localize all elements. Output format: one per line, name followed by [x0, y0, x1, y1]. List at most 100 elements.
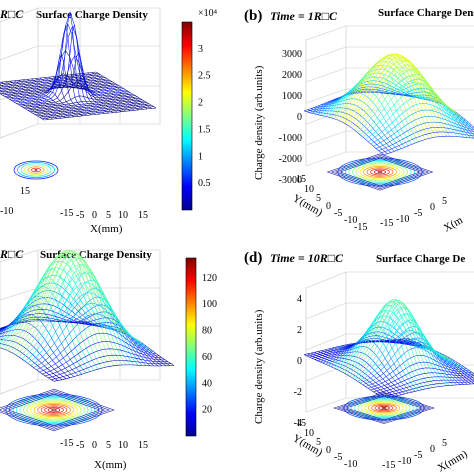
- surface-mesh-line: [0, 339, 63, 380]
- contour-ring: [344, 160, 416, 184]
- surface-mesh-line: [30, 303, 151, 366]
- panel-d-ztick: -4: [294, 418, 302, 429]
- contour-ring: [26, 400, 82, 420]
- panel-a-ytick: -10: [0, 206, 13, 217]
- surface-mesh-line: [325, 326, 430, 365]
- surface-mesh-line: [373, 116, 474, 147]
- surface-mesh-line: [359, 82, 465, 135]
- panel-d-x-ticks: -15 -10 -5 0 5: [382, 438, 447, 471]
- colorbar-tick-label: 60: [202, 352, 212, 363]
- surface-mesh-line: [34, 102, 147, 115]
- panel-d-ytick: -5: [334, 452, 342, 463]
- contour-ring: [363, 166, 397, 178]
- panel-d-title: Surface Charge De: [376, 253, 465, 265]
- colorbar-tick-label: 100: [202, 299, 217, 310]
- panel-c-xtick: -5: [76, 440, 84, 451]
- surface-mesh-line: [338, 54, 443, 121]
- surface-mesh-line: [15, 257, 137, 356]
- contour-ring: [44, 406, 64, 414]
- panel-b-ytick: 10: [304, 184, 314, 195]
- panel-c-xtick: -15: [60, 438, 73, 449]
- panel-b-xtick: -10: [396, 214, 409, 225]
- surface-mesh-line: [0, 73, 99, 85]
- contour-ring: [366, 167, 394, 177]
- contour-ring: [9, 394, 99, 426]
- panel-b-ytick: 15: [296, 174, 306, 185]
- surface-mesh-line: [357, 75, 462, 133]
- panel-c-xtick: 10: [118, 440, 128, 451]
- surface-mesh-line: [383, 383, 474, 399]
- panel-b-ztick: 2000: [282, 70, 302, 81]
- surface-mesh-line: [314, 83, 419, 115]
- surface-mesh-line: [0, 78, 108, 91]
- surface-mesh-line: [311, 341, 417, 359]
- panel-c-surface: [0, 250, 175, 382]
- surface-mesh-line: [346, 56, 451, 125]
- contour-ring: [357, 399, 411, 417]
- panel-c-colorbar: 120 100 80 60 40 20: [185, 257, 217, 437]
- panel-b: (b) Time = 1R□C Surface Charge Density 3…: [244, 7, 474, 235]
- contour-outer: [0, 390, 111, 430]
- surface-mesh-line: [21, 251, 111, 367]
- surface-mesh-line: [330, 315, 435, 367]
- panel-c-xtick: 15: [138, 440, 148, 451]
- surface-mesh-line: [12, 252, 134, 354]
- panel-d-xtick: -15: [382, 460, 395, 471]
- contour-ring: [371, 403, 397, 413]
- surface-mesh-line: [367, 103, 473, 142]
- contour-ring: [19, 398, 89, 422]
- contour-ring: [381, 407, 387, 409]
- panel-d-xtick: -5: [414, 450, 422, 461]
- surface-mesh-line: [25, 96, 138, 110]
- panel-d-xlabel: X(mm): [436, 448, 470, 474]
- surface-mesh-line: [37, 103, 150, 117]
- surface-mesh-line: [0, 290, 107, 336]
- panel-d-ytick: 10: [304, 428, 314, 439]
- panel-d-ytick: 15: [296, 418, 306, 429]
- panel-b-ztick: 3000: [282, 49, 302, 60]
- contour-ring: [51, 408, 57, 412]
- contour-outer: [339, 157, 421, 187]
- panel-b-ztick: -3000: [279, 175, 302, 186]
- surface-mesh-line: [373, 372, 474, 393]
- contour-ring: [373, 169, 387, 175]
- surface-mesh-line: [23, 95, 136, 108]
- panel-c: R□C Surface Charge Density -15 -5 0 5 10…: [0, 247, 217, 471]
- surface-mesh-line: [20, 81, 133, 107]
- panel-a-colorbar: ×10⁴ 3 2.5 2 1.5 1 0.5: [181, 8, 218, 211]
- contour-outer: [326, 153, 434, 191]
- panel-d-xtick: 0: [430, 444, 435, 455]
- panel-a: R□C Surface Charge Density -15 -5 0 5 10…: [0, 7, 218, 235]
- panel-a-ytick: 15: [20, 186, 30, 197]
- surface-mesh-line: [18, 55, 131, 106]
- surface-mesh-line: [42, 341, 163, 375]
- surface-mesh-line: [27, 292, 148, 364]
- surface-mesh-line: [33, 313, 154, 368]
- panel-b-contour: [326, 153, 434, 191]
- panel-b-xlabel: X(m: [442, 214, 466, 235]
- panel-b-ytick: 0: [326, 201, 331, 212]
- panel-d-ztick: 0: [297, 356, 302, 367]
- surface-mesh-line: [322, 72, 427, 117]
- contour-outer: [0, 388, 115, 432]
- surface-mesh-line: [338, 301, 443, 371]
- contour-ring: [27, 166, 45, 174]
- surface-mesh-line: [354, 69, 459, 131]
- surface-mesh-line: [0, 74, 101, 86]
- panel-d: (d) Time = 10R□C Surface Charge De 4 2 0…: [244, 250, 474, 474]
- panel-d-contour: [332, 392, 436, 424]
- surface-mesh-line: [65, 311, 155, 367]
- contour-ring: [337, 157, 423, 187]
- contour-ring: [24, 164, 48, 176]
- contour-ring: [378, 406, 390, 410]
- surface-mesh-line: [48, 354, 169, 379]
- panel-d-y-ticks: 15 10 5 0 -5 -10: [296, 418, 357, 470]
- surface-mesh-line: [365, 355, 470, 387]
- contour-ring: [17, 162, 55, 178]
- contour-outer: [334, 156, 426, 188]
- panel-a-time-fragment: R□C: [0, 7, 24, 21]
- contour-ring: [355, 163, 405, 181]
- surface-mesh-line: [4, 84, 117, 97]
- surface-mesh-line: [357, 330, 462, 382]
- contour-ring: [30, 401, 78, 419]
